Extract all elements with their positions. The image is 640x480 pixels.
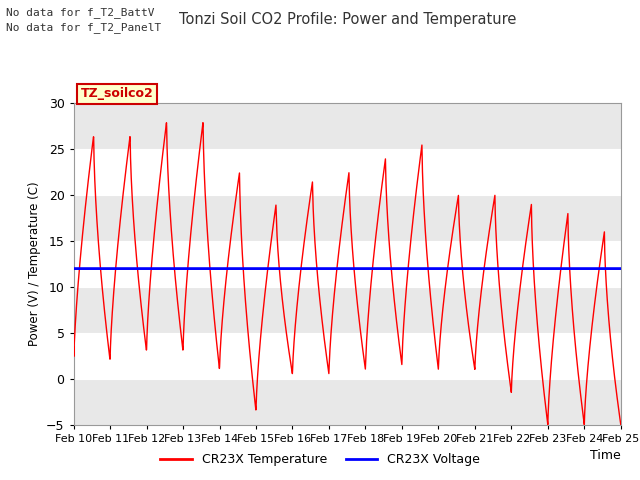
Bar — [74, 287, 621, 333]
Bar — [74, 241, 621, 287]
Bar — [74, 103, 621, 149]
Bar — [74, 333, 621, 379]
Text: No data for f_T2_BattV: No data for f_T2_BattV — [6, 7, 155, 18]
Text: Tonzi Soil CO2 Profile: Power and Temperature: Tonzi Soil CO2 Profile: Power and Temper… — [179, 12, 516, 27]
Y-axis label: Power (V) / Temperature (C): Power (V) / Temperature (C) — [28, 182, 40, 346]
X-axis label: Time: Time — [590, 449, 621, 462]
Text: No data for f_T2_PanelT: No data for f_T2_PanelT — [6, 22, 162, 33]
Bar — [74, 149, 621, 195]
Legend: CR23X Temperature, CR23X Voltage: CR23X Temperature, CR23X Voltage — [156, 448, 484, 471]
Bar — [74, 379, 621, 425]
Bar — [74, 195, 621, 241]
Text: TZ_soilco2: TZ_soilco2 — [81, 87, 154, 100]
